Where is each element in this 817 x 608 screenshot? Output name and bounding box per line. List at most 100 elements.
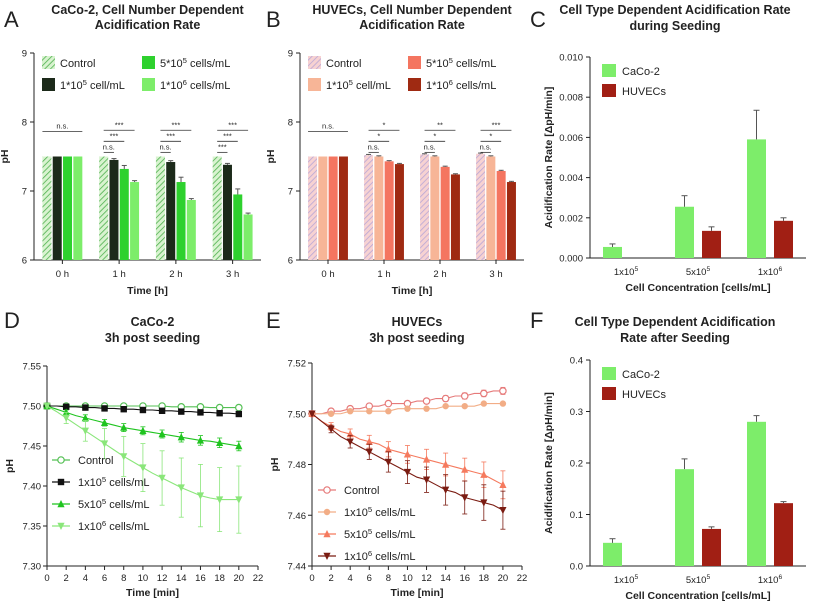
x-tick-label: 8 <box>386 573 391 584</box>
x-tick-label: 3 h <box>226 269 239 280</box>
y-tick-label: 7.35 <box>23 522 42 533</box>
chart-title: Rate after Seeding <box>620 331 730 345</box>
data-point <box>442 486 450 494</box>
legend-swatch <box>42 56 55 69</box>
data-point <box>480 499 488 507</box>
bar <box>430 156 440 260</box>
bar <box>774 503 793 566</box>
y-tick-label: 0.4 <box>570 356 583 367</box>
data-point <box>384 458 392 466</box>
significance-label: n.s. <box>424 142 436 151</box>
data-point <box>158 407 166 414</box>
data-point <box>158 430 166 438</box>
y-tick-label: 9 <box>22 49 27 60</box>
bar <box>176 182 186 260</box>
legend-label: HUVECs <box>622 86 667 98</box>
significance-label: * <box>489 131 492 140</box>
data-point <box>480 470 488 478</box>
chart-title: during Seeding <box>630 19 721 33</box>
x-tick-label: 0 h <box>56 269 69 280</box>
legend-swatch <box>408 56 421 69</box>
y-tick-label: 0.0 <box>570 562 583 573</box>
y-tick-label: 7.50 <box>23 402 42 413</box>
y-tick-label: 0.1 <box>570 510 583 521</box>
chart-title: Cell Type Dependent Acidification <box>575 315 776 329</box>
x-tick-label: 4 <box>83 573 88 584</box>
data-point <box>422 455 431 463</box>
data-point <box>197 409 204 416</box>
panel-D: D CaCo-2 3h post seeding 7.30 7.35 7.40 7.45 7.… <box>4 308 263 599</box>
bar <box>486 156 496 260</box>
x-tick-label: 14 <box>440 573 451 584</box>
legend-label: CaCo-2 <box>622 369 660 381</box>
bar <box>440 166 450 260</box>
x-tick-label: 1 h <box>377 269 390 280</box>
data-point <box>196 492 205 500</box>
significance-label: * <box>377 131 380 140</box>
y-axis-label: pH <box>269 458 281 472</box>
chart-title: 3h post seeding <box>105 331 200 345</box>
x-tick-label: 20 <box>498 573 509 584</box>
chart-title: Acidification Rate <box>95 18 201 32</box>
data-point <box>216 496 224 504</box>
bar <box>476 153 486 260</box>
x-axis-label: Cell Concentration [cells/mL] <box>625 590 770 602</box>
bar <box>675 469 694 566</box>
y-tick-label: 7.48 <box>288 460 307 471</box>
panel-label: B <box>266 7 281 32</box>
bar <box>747 139 766 258</box>
data-point <box>235 442 243 450</box>
data-point <box>43 402 51 410</box>
data-point <box>442 460 450 468</box>
legend-marker <box>57 522 65 530</box>
legend-swatch <box>308 78 321 91</box>
bar <box>702 230 721 258</box>
significance-label: *** <box>110 131 119 140</box>
chart-title: 3h post seeding <box>369 331 464 345</box>
bar <box>506 182 516 260</box>
data-point <box>62 403 70 410</box>
significance-label: n.s. <box>103 142 115 151</box>
bar <box>747 421 766 566</box>
x-tick-label: 2 h <box>433 269 446 280</box>
y-axis-label: Acidification Rate [ΔpH/min] <box>543 392 555 534</box>
legend-label: 1*106 cells/mL <box>160 78 230 92</box>
data-point <box>422 476 431 484</box>
x-tick-label: 8 <box>121 573 126 584</box>
bar <box>318 156 328 260</box>
data-point <box>235 410 243 418</box>
bar <box>130 182 140 260</box>
data-point <box>365 437 373 445</box>
legend-swatch <box>602 64 616 77</box>
significance-label: *** <box>166 131 175 140</box>
bar <box>233 194 243 260</box>
data-point <box>215 403 224 412</box>
bar <box>364 155 374 260</box>
chart-title: CaCo-2, Cell Number Dependent <box>51 3 244 17</box>
data-point <box>120 406 127 413</box>
data-point <box>499 400 507 407</box>
x-tick-label: 2 <box>64 573 69 584</box>
x-axis-label: Time [min] <box>126 587 179 599</box>
x-tick-label: 16 <box>459 573 470 584</box>
legend-label: 1x105 cells/mL <box>344 505 416 519</box>
legend-swatch <box>142 56 155 69</box>
x-tick-label: 18 <box>214 573 225 584</box>
legend-label: 5*105 cells/mL <box>426 56 496 70</box>
x-tick-label: 10 <box>138 573 149 584</box>
legend-swatch <box>602 84 616 97</box>
data-point <box>120 453 128 461</box>
x-tick-label: 18 <box>479 573 490 584</box>
bar <box>394 164 404 260</box>
significance-label: *** <box>492 120 501 129</box>
data-point <box>100 418 109 426</box>
data-point <box>422 397 431 405</box>
y-tick-label: 6 <box>22 256 27 267</box>
y-tick-label: 7.50 <box>288 409 307 420</box>
legend-marker <box>57 500 65 508</box>
bar <box>328 156 338 260</box>
bar <box>702 528 721 566</box>
legend-marker <box>57 478 65 486</box>
data-point <box>101 405 108 412</box>
data-point <box>461 465 469 473</box>
